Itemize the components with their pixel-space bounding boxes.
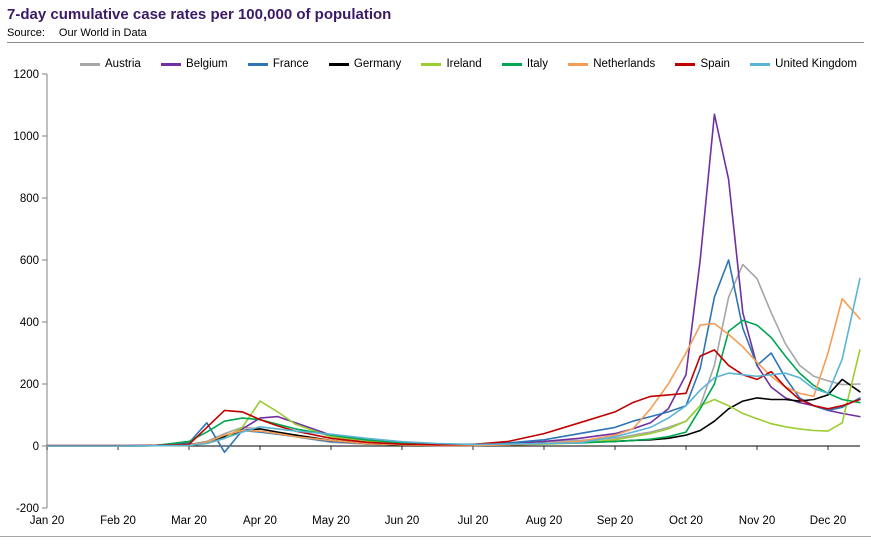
- x-tick-label: Jan 20: [30, 515, 65, 527]
- x-tick-label: Nov 20: [739, 515, 775, 527]
- legend-label: Spain: [700, 58, 730, 70]
- series-line-spain: [46, 349, 861, 447]
- series-line-austria: [46, 263, 861, 447]
- y-tick-label: 1000: [13, 131, 39, 143]
- legend-label: France: [272, 58, 309, 70]
- y-tick-label: 0: [33, 441, 39, 453]
- legend-label: Ireland: [446, 58, 482, 70]
- x-tick-label: Aug 20: [526, 515, 562, 527]
- series-line-united-kingdom: [46, 277, 861, 447]
- header-divider: [7, 42, 864, 43]
- x-tick-label: Apr 20: [243, 515, 277, 527]
- legend-label: Netherlands: [593, 58, 656, 70]
- x-tick-label: Dec 20: [810, 515, 846, 527]
- series-line-ireland: [46, 349, 861, 447]
- legend-label: Belgium: [186, 58, 228, 70]
- x-tick-label: Jun 20: [385, 515, 420, 527]
- y-tick-label: 800: [20, 193, 39, 205]
- legend-swatch: [80, 62, 100, 66]
- series-line-germany: [46, 378, 861, 447]
- legend-item-italy: Italy: [501, 58, 548, 70]
- legend-swatch: [501, 62, 522, 66]
- legend-item-ireland: Ireland: [421, 58, 482, 70]
- legend-swatch: [750, 62, 771, 66]
- legend-label: Austria: [105, 58, 141, 70]
- x-tick-label: Jul 20: [458, 515, 489, 527]
- legend-swatch: [421, 62, 442, 66]
- y-tick-label: 600: [20, 255, 39, 267]
- y-tick-label: -200: [16, 503, 39, 515]
- legend-item-austria: Austria: [80, 58, 141, 70]
- x-tick-label: May 20: [312, 515, 350, 527]
- legend-item-belgium: Belgium: [161, 58, 228, 70]
- legend-item-netherlands: Netherlands: [568, 58, 655, 70]
- legend-label: United Kingdom: [775, 58, 857, 70]
- legend-swatch: [328, 62, 349, 66]
- source-label: Source:: [7, 27, 45, 39]
- x-tick-label: Mar 20: [171, 515, 207, 527]
- legend-swatch: [568, 62, 589, 66]
- legend-label: Italy: [526, 58, 548, 70]
- chart-title: 7-day cumulative case rates per 100,000 …: [7, 6, 392, 23]
- legend-swatch: [161, 62, 182, 66]
- x-tick-label: Feb 20: [100, 515, 136, 527]
- y-tick-label: 200: [20, 379, 39, 391]
- footer-divider: [0, 536, 871, 537]
- series-line-italy: [46, 319, 861, 447]
- legend-item-united-kingdom: United Kingdom: [750, 58, 857, 70]
- legend-item-spain: Spain: [675, 58, 730, 70]
- legend-swatch: [247, 62, 268, 66]
- legend-label: Germany: [353, 58, 402, 70]
- legend-item-france: France: [247, 58, 309, 70]
- y-tick-label: 1200: [13, 69, 39, 81]
- chart-legend: Austria Belgium France Germany Ireland Italy N…: [80, 58, 857, 70]
- source-value: Our World in Data: [58, 27, 147, 39]
- y-tick-label: 400: [20, 317, 39, 329]
- source-line: Source: Our World in Data: [7, 27, 147, 39]
- x-tick-label: Oct 20: [669, 515, 703, 527]
- series-line-france: [46, 259, 861, 454]
- legend-swatch: [675, 62, 696, 66]
- legend-item-germany: Germany: [328, 58, 402, 70]
- series-line-belgium: [46, 113, 861, 447]
- x-tick-label: Sep 20: [597, 515, 633, 527]
